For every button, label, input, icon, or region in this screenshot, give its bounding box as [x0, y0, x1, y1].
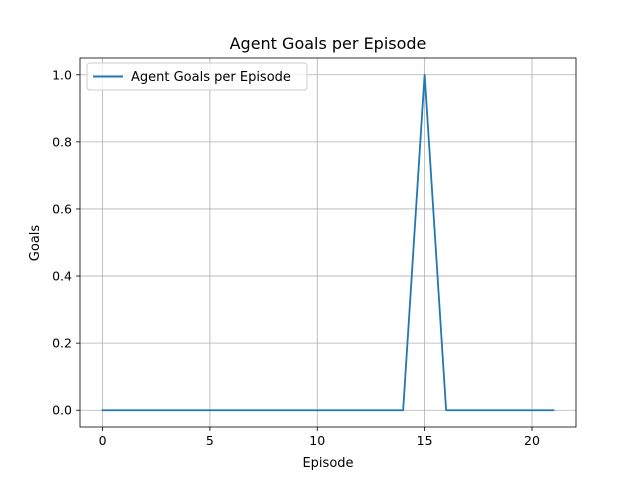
y-tick-label: 0.8 — [52, 134, 72, 149]
y-tick-label: 0.6 — [52, 201, 72, 216]
y-tick-label: 0.0 — [52, 403, 72, 418]
series-line — [101, 73, 555, 412]
y-tick-label: 1.0 — [52, 67, 72, 82]
grid — [80, 58, 576, 427]
plot-area-frame — [79, 57, 577, 428]
y-axis-label: Goals — [28, 225, 43, 262]
series-layer — [101, 73, 555, 412]
axis-ticks: 0 5 10 15 20 0.0 0.2 0.4 0.6 0.8 1.0 — [52, 67, 540, 448]
x-tick-label: 15 — [417, 433, 433, 448]
legend: Agent Goals per Episode — [86, 62, 308, 91]
legend-label: Agent Goals per Episode — [131, 70, 291, 85]
x-tick-label: 5 — [206, 433, 214, 448]
x-tick-label: 20 — [524, 433, 540, 448]
chart-title: Agent Goals per Episode — [230, 34, 427, 53]
y-tick-label: 0.4 — [52, 269, 72, 284]
x-tick-label: 10 — [309, 433, 325, 448]
x-axis-label: Episode — [302, 456, 353, 471]
x-tick-label: 0 — [99, 433, 107, 448]
legend-box — [86, 62, 308, 91]
y-tick-label: 0.2 — [52, 336, 72, 351]
